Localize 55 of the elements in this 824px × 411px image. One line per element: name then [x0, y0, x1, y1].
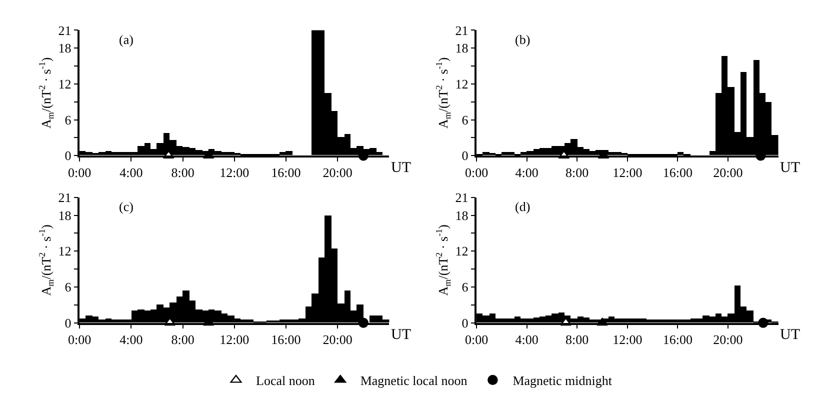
x-axis-title: UT — [780, 160, 800, 176]
y-tick-label: 12 — [455, 76, 468, 92]
y-tick-label: 12 — [455, 244, 468, 259]
chart-title: (d) — [515, 199, 530, 214]
x-tick-label: 0:00 — [68, 164, 92, 180]
x-tick-label: 8:00 — [566, 164, 589, 180]
legend-label: Local noon — [256, 373, 316, 388]
x-tick-label: 16:00 — [662, 332, 693, 348]
y-tick-label: 6 — [462, 280, 469, 295]
x-tick-label: 4:00 — [120, 332, 143, 348]
y-tick-label: 12 — [58, 76, 72, 92]
y-tick-label: 21 — [455, 190, 468, 205]
y-tick-label: 18 — [58, 208, 72, 223]
y-tick-label: 0 — [462, 148, 468, 164]
x-tick-label: 12:00 — [220, 164, 250, 180]
x-tick-label: 16:00 — [271, 332, 301, 348]
x-tick-label: 8:00 — [171, 164, 194, 180]
x-tick-label: 16:00 — [271, 164, 301, 180]
y-tick-label: 6 — [64, 280, 72, 295]
x-tick-label: 12:00 — [612, 164, 642, 180]
y-tick-label: 6 — [64, 112, 72, 128]
y-tick-label: 21 — [58, 22, 72, 38]
x-tick-label: 4:00 — [515, 164, 538, 180]
x-tick-label: 20:00 — [322, 164, 352, 180]
x-tick-label: 16:00 — [662, 164, 693, 180]
legend-label: Magnetic midnight — [512, 373, 612, 388]
y-tick-label: 6 — [462, 112, 469, 128]
x-tick-label: 4:00 — [515, 332, 538, 348]
y-tick-label: 21 — [58, 190, 72, 205]
x-tick-label: 12:00 — [220, 332, 250, 348]
chart-title: (c) — [119, 199, 134, 214]
x-tick-label: 0:00 — [464, 332, 488, 348]
y-tick-label: 0 — [64, 148, 72, 164]
x-axis-title: UT — [391, 160, 411, 176]
y-tick-label: 18 — [58, 40, 72, 56]
x-tick-label: 4:00 — [120, 164, 143, 180]
x-axis-title: UT — [780, 327, 800, 343]
chart-title: (b) — [515, 32, 530, 47]
legend-label: Magnetic local noon — [360, 373, 468, 388]
x-tick-label: 20:00 — [713, 164, 743, 180]
x-tick-label: 0:00 — [464, 164, 488, 180]
x-tick-label: 12:00 — [612, 332, 642, 348]
x-tick-label: 8:00 — [566, 332, 589, 348]
y-tick-label: 21 — [455, 22, 468, 38]
x-tick-label: 8:00 — [171, 332, 194, 348]
y-tick-label: 12 — [58, 244, 72, 259]
x-tick-label: 20:00 — [322, 332, 352, 348]
x-tick-label: 0:00 — [68, 332, 92, 348]
x-tick-label: 20:00 — [713, 332, 743, 348]
y-tick-label: 18 — [455, 40, 468, 56]
x-axis-title: UT — [391, 327, 411, 343]
y-tick-label: 0 — [462, 315, 468, 330]
chart-title: (a) — [119, 32, 134, 47]
y-tick-label: 0 — [64, 315, 72, 330]
y-tick-label: 18 — [455, 208, 468, 223]
